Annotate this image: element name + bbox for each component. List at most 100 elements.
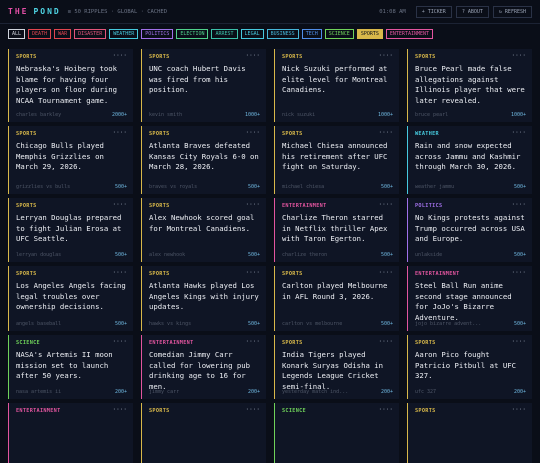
category: WEATHER	[415, 131, 439, 137]
menu-dots[interactable]: ····	[245, 201, 260, 208]
filter-chip[interactable]: BUSINESS	[266, 29, 299, 39]
menu-dots[interactable]: ····	[245, 338, 260, 345]
news-card[interactable]: SCIENCE ···· NASA's Artemis II moon missio…	[8, 335, 133, 399]
news-card[interactable]: SCIENCE ····	[274, 403, 399, 463]
menu-dots[interactable]: ····	[112, 338, 127, 345]
source: charlize theron	[282, 252, 328, 258]
news-card[interactable]: SPORTS ····	[407, 403, 532, 463]
headline: UNC coach Hubert Davis was fired from hi…	[149, 64, 246, 94]
source: weather jammu	[415, 184, 455, 190]
news-card[interactable]: SPORTS ···· Nick Suzuki performed at elite…	[274, 49, 399, 122]
news-card[interactable]: ENTERTAINMENT ···· Charlize Theron starred…	[274, 198, 399, 262]
category: SPORTS	[415, 408, 436, 414]
filter-chip[interactable]: DEATH	[28, 29, 52, 39]
button[interactable]: ? ABOUT	[455, 5, 489, 18]
button[interactable]: ↻ REFRESH	[492, 5, 532, 18]
meta: ≡ 50 RIPPLES · GLOBAL · CACHED	[67, 8, 168, 15]
news-card[interactable]: ENTERTAINMENT ····	[8, 403, 133, 463]
news-card[interactable]: SPORTS ···· Michael Chiesa announced his r…	[274, 126, 399, 194]
category: ENTERTAINMENT	[16, 408, 61, 414]
news-card[interactable]: WEATHER ···· Rain and snow expected across…	[407, 126, 532, 194]
news-card[interactable]: SPORTS ···· India Tigers played Konark Sur…	[274, 335, 399, 399]
headline: Comedian Jimmy Carr called for lowering …	[149, 350, 251, 391]
menu-dots[interactable]: ····	[245, 406, 260, 413]
news-card[interactable]: ENTERTAINMENT ···· Comedian Jimmy Carr cal…	[141, 335, 266, 399]
headline: Chicago Bulls played Memphis Grizzlies o…	[16, 141, 104, 171]
filter-chip[interactable]: WEATHER	[109, 29, 139, 39]
count: 500+	[247, 184, 260, 190]
filter-chip[interactable]: DISASTER	[74, 29, 107, 39]
menu-dots[interactable]: ····	[112, 52, 127, 59]
filter-chip[interactable]: LEGAL	[240, 29, 264, 39]
news-card[interactable]: SPORTS ···· Atlanta Braves defeated Kansas…	[141, 126, 266, 194]
source: jojo bizarre advent...	[415, 321, 482, 327]
headline: Nick Suzuki performed at elite level for…	[282, 64, 388, 94]
menu-dots[interactable]: ····	[511, 201, 526, 208]
source: braves vs royals	[149, 184, 198, 190]
filter-chip[interactable]: SCIENCE	[324, 29, 354, 39]
headline: Lerryan Douglas prepared to fight Julian…	[16, 213, 122, 243]
menu-dots[interactable]: ····	[112, 201, 127, 208]
headline: NASA's Artemis II moon mission set to la…	[16, 350, 113, 380]
menu-dots[interactable]: ····	[112, 129, 127, 136]
news-card[interactable]: SPORTS ···· Carlton played Melbourne in AF…	[274, 266, 399, 331]
news-card[interactable]: SPORTS ···· UNC coach Hubert Davis was fir…	[141, 49, 266, 122]
news-card[interactable]: POLITICS ···· No Kings protests against Tr…	[407, 198, 532, 262]
category: SPORTS	[16, 54, 37, 60]
headline: Bruce Pearl made false allegations again…	[415, 64, 525, 105]
menu-dots[interactable]: ····	[378, 406, 393, 413]
menu-dots[interactable]: ····	[378, 338, 393, 345]
menu-dots[interactable]: ····	[378, 52, 393, 59]
filter-chip[interactable]: TECH	[301, 29, 322, 39]
news-card[interactable]: SPORTS ····	[141, 403, 266, 463]
category: POLITICS	[415, 203, 443, 209]
category: SPORTS	[282, 340, 303, 346]
news-card[interactable]: SPORTS ···· Nebraska's Hoiberg took blame …	[8, 49, 133, 122]
headline: Carlton played Melbourne in AFL Round 3,…	[282, 281, 388, 301]
count: 200+	[114, 389, 127, 395]
title: THE	[8, 7, 29, 16]
menu-dots[interactable]: ····	[112, 269, 127, 276]
menu-dots[interactable]: ····	[378, 129, 393, 136]
filter-chip[interactable]: SPORTS	[356, 29, 383, 39]
menu-dots[interactable]: ····	[378, 269, 393, 276]
source: angels baseball	[16, 321, 62, 327]
category: ENTERTAINMENT	[415, 271, 460, 277]
filter-chip[interactable]: POLITICS	[141, 29, 174, 39]
menu-dots[interactable]: ····	[511, 129, 526, 136]
header: THE POND ≡ 50 RIPPLES · GLOBAL · CACHED …	[0, 0, 540, 24]
news-card[interactable]: SPORTS ···· Atlanta Hawks played Los Angel…	[141, 266, 266, 331]
filter-chip[interactable]: ELECTION	[176, 29, 209, 39]
filter-chip[interactable]: ARREST	[211, 29, 238, 39]
title: POND	[33, 7, 61, 16]
menu-dots[interactable]: ····	[511, 269, 526, 276]
count: 500+	[114, 252, 127, 258]
menu-dots[interactable]: ····	[245, 269, 260, 276]
news-card[interactable]: SPORTS ···· Alex Newhook scored goal for M…	[141, 198, 266, 262]
news-card[interactable]: SPORTS ···· Los Angeles Angels facing lega…	[8, 266, 133, 331]
menu-dots[interactable]: ····	[112, 406, 127, 413]
menu-dots[interactable]: ····	[378, 201, 393, 208]
news-card[interactable]: SPORTS ···· Bruce Pearl made false allegat…	[407, 49, 532, 122]
news-card[interactable]: SPORTS ···· Aaron Pico fought Patricio Pit…	[407, 335, 532, 399]
filter-chip[interactable]: WAR	[54, 29, 72, 39]
menu-dots[interactable]: ····	[511, 338, 526, 345]
count: 500+	[513, 184, 526, 190]
count: 200+	[513, 389, 526, 395]
source: bruce pearl	[415, 112, 449, 118]
filter-chip[interactable]: ENTERTAINMENT	[385, 29, 434, 39]
headline: Los Angeles Angels facing legal troubles…	[16, 281, 126, 311]
source: hawks vs kings	[149, 321, 192, 327]
source: jimmy carr	[149, 389, 180, 395]
news-card[interactable]: SPORTS ···· Lerryan Douglas prepared to fi…	[8, 198, 133, 262]
news-card[interactable]: SPORTS ···· Chicago Bulls played Memphis G…	[8, 126, 133, 194]
menu-dots[interactable]: ····	[511, 52, 526, 59]
menu-dots[interactable]: ····	[245, 129, 260, 136]
headline: Aaron Pico fought Patricio Pitbull at UF…	[415, 350, 517, 380]
menu-dots[interactable]: ····	[511, 406, 526, 413]
menu-dots[interactable]: ····	[245, 52, 260, 59]
button[interactable]: + TICKER	[415, 5, 452, 18]
filter-chip[interactable]: ALL	[8, 29, 26, 39]
news-card[interactable]: ENTERTAINMENT ···· Steel Ball Run anime se…	[407, 266, 532, 331]
source: alex newhook	[149, 252, 186, 258]
